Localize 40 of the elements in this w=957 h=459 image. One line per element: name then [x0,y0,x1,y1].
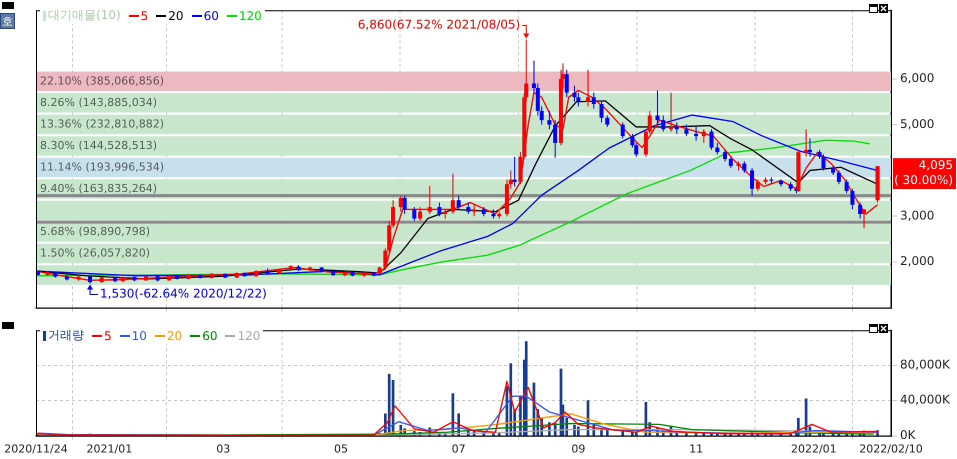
legend-label: 120 [237,328,260,342]
band-label: 8.30% (144,528,513) [40,138,158,152]
legend-label: 60 [202,328,218,342]
y-tick-label: 0K [900,428,917,442]
legend-label: 거래량 [48,327,84,344]
legend-label: 5 [140,8,148,22]
x-tick-label: 2020/11/24 [4,442,68,456]
y-tick-label: 3,000 [900,208,934,222]
annotation: 6,860(67.52% 2021/08/05) [358,18,520,32]
legend-label: 20 [168,8,184,22]
legend-label: 20 [166,328,182,342]
band-label: 9.40% (163,835,264) [40,182,158,195]
band-label: 1.50% (26,057,820) [40,246,150,260]
band-label: 11.14% (193,996,534) [40,160,164,174]
x-tick-label: 2022/02/10 [859,442,923,456]
legend-label: 5 [104,328,112,342]
text: 호 [0,13,15,29]
x-tick-label: 2022/01 [790,442,837,456]
x-tick-label: 2021/01 [86,442,132,456]
text: 4,095 [918,158,953,172]
legend-label: 120 [238,8,262,22]
y-tick-label: 80,000K [900,358,951,372]
x-tick-label: 03 [216,442,230,456]
legend-title: 대기매물(10) [48,7,121,24]
x-tick-label: 07 [452,442,466,456]
band-label: 8.26% (143,885,034) [40,96,158,109]
y-tick-label: 5,000 [900,116,934,131]
x-tick-label: 11 [689,442,704,456]
y-tick-label: 2,000 [900,254,934,268]
y-tick-label: 6,000 [900,71,934,85]
band-label: 5.68% (98,890,798) [40,224,150,238]
band-label: 13.36% (232,810,882) [40,117,164,130]
legend-label: 60 [204,8,219,22]
x-tick-label: 05 [334,442,348,456]
text: ( 30.00%) [894,173,953,188]
y-tick-label: 40,000K [900,392,951,407]
legend-label: 10 [132,328,147,342]
annotation: 1,530(-62.64% 2020/12/22) [100,286,267,301]
band-label: 22.10% (385,066,856) [40,74,164,88]
x-tick-label: 09 [571,442,586,456]
